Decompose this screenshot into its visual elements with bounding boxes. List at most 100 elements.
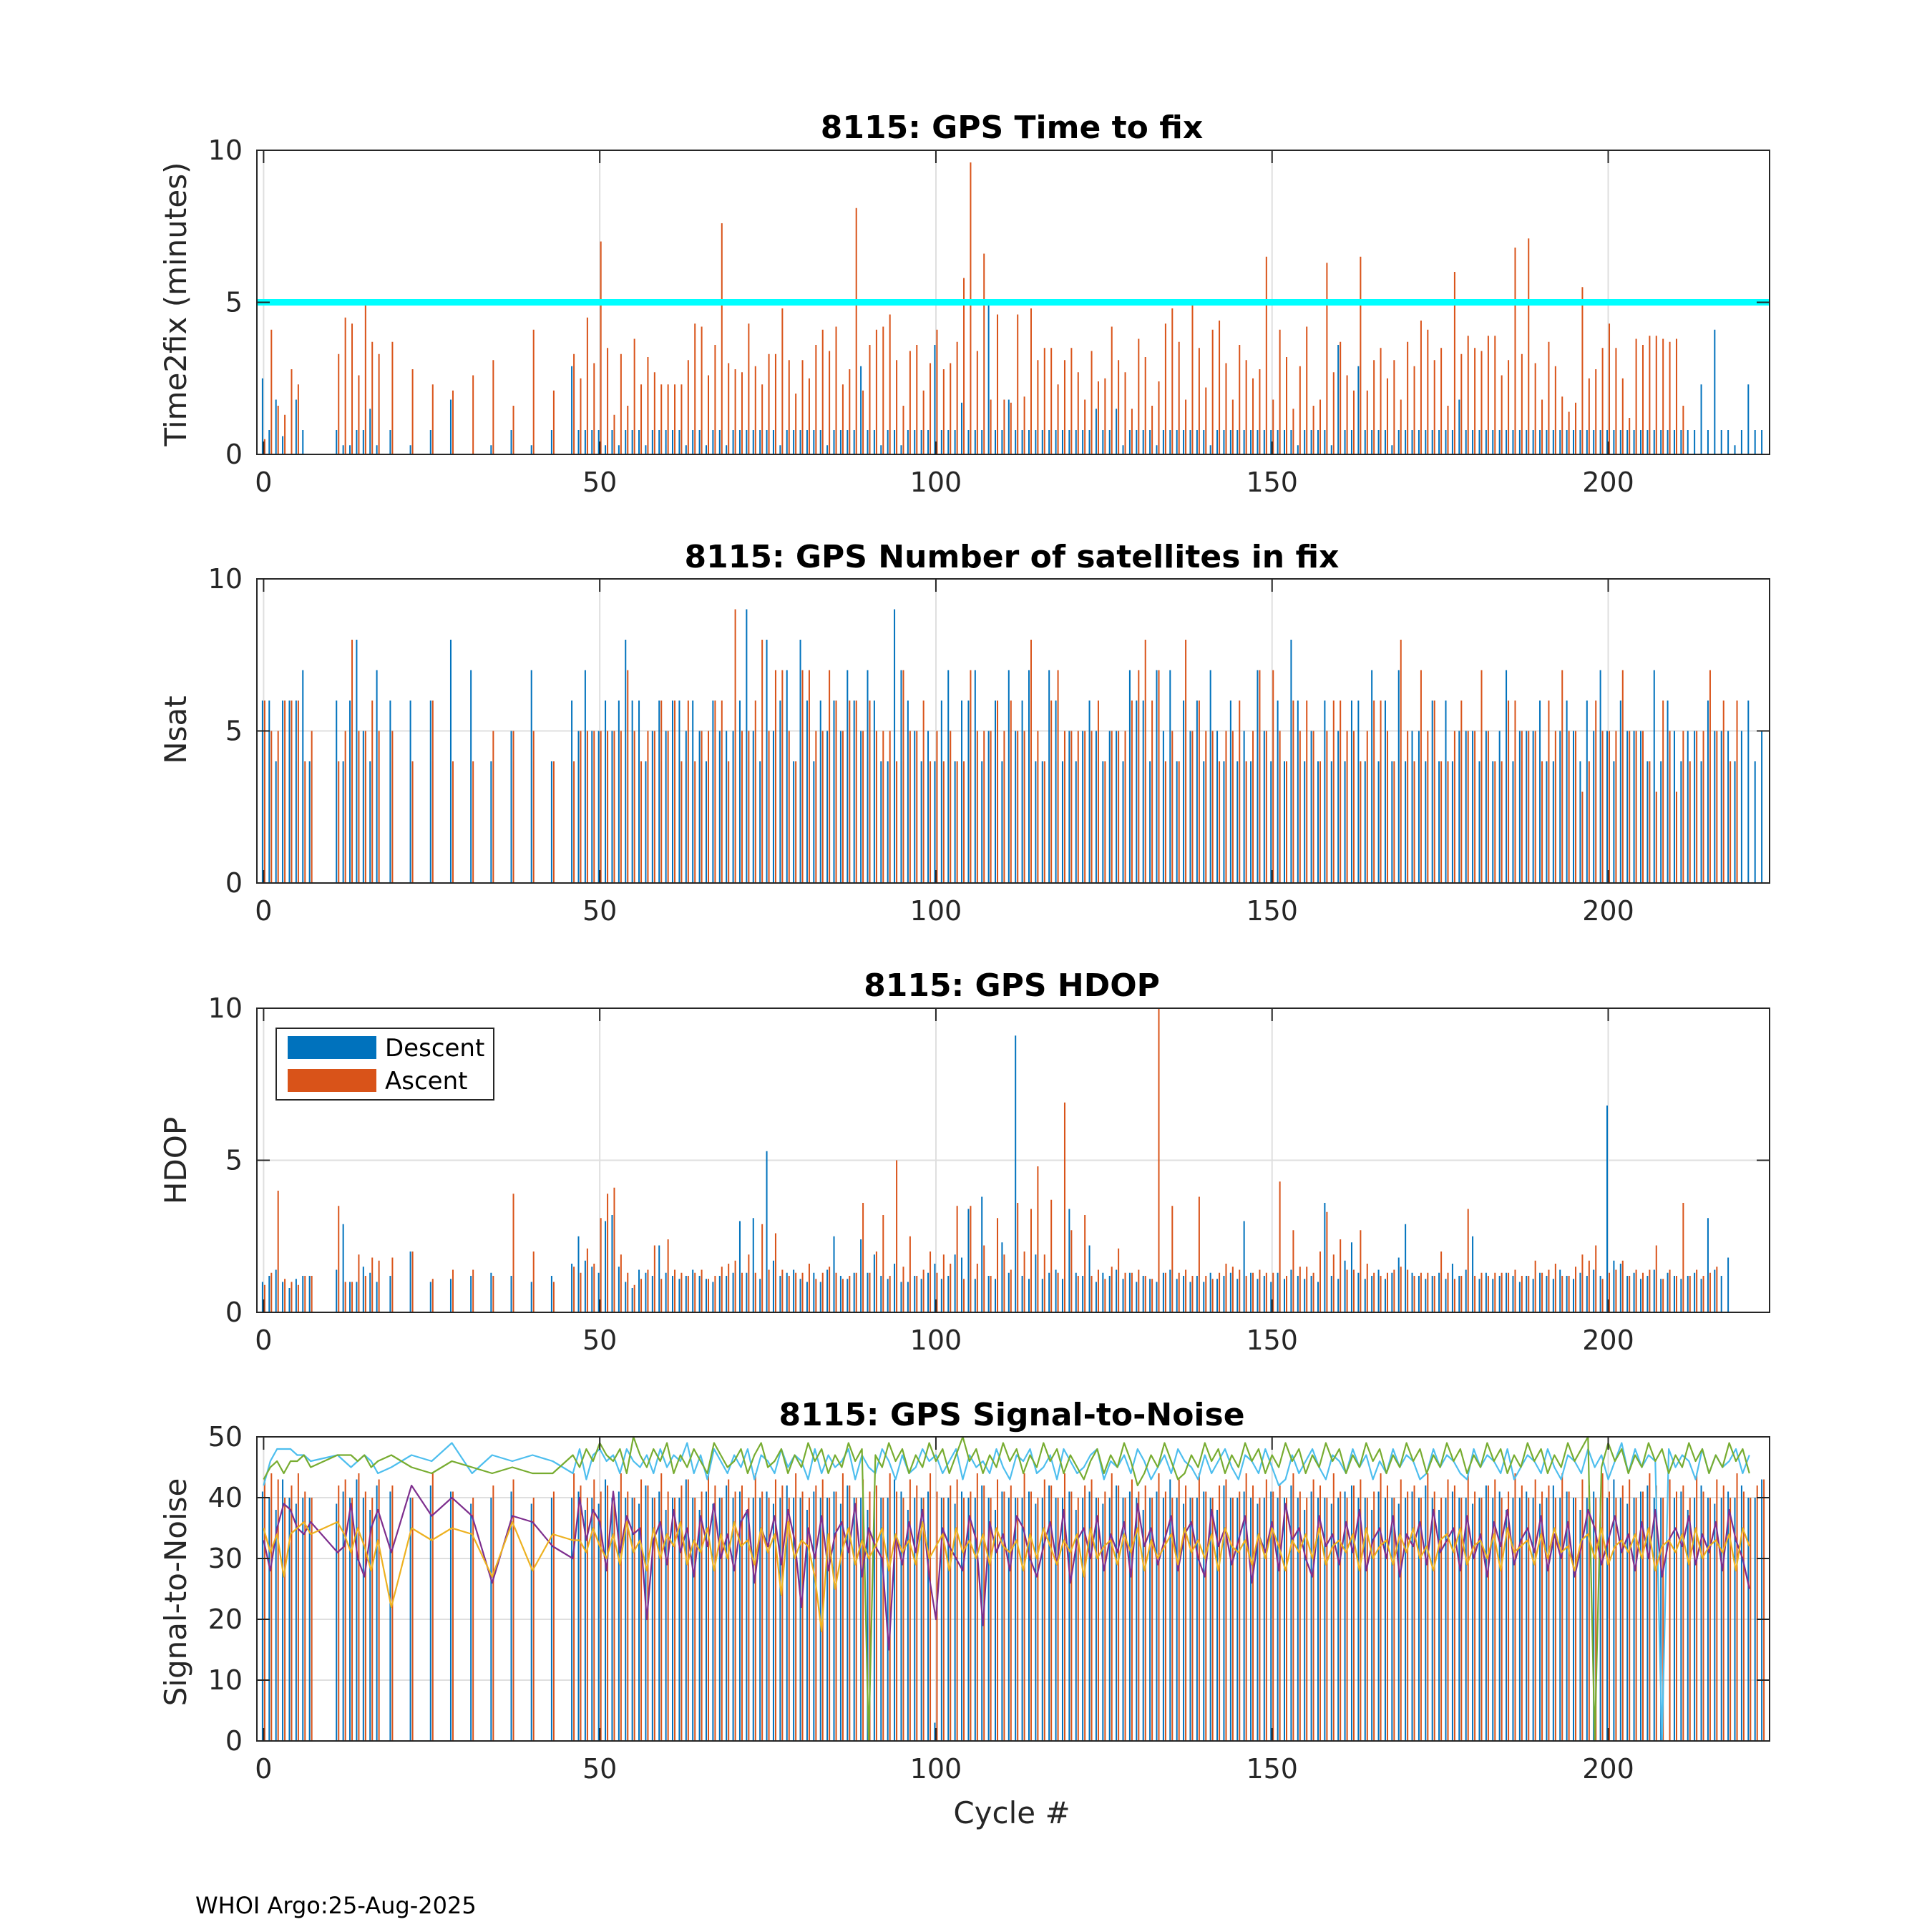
- snr-ascent-bar: [701, 1491, 703, 1741]
- hdop-descent-bar: [1008, 1272, 1010, 1312]
- hdop-descent-bar: [995, 1279, 997, 1312]
- snr-descent-bar: [1405, 1498, 1407, 1741]
- snr-ascent-bar: [277, 1479, 279, 1741]
- hdop-ascent-bar: [708, 1279, 710, 1312]
- snr-ascent-bar: [1662, 1498, 1664, 1741]
- snr-ascent-bar: [411, 1498, 414, 1741]
- snr-ytick-label: 50: [208, 1421, 243, 1453]
- nsat-ascent-bar: [351, 640, 353, 883]
- ttf-ascent-bar: [741, 372, 743, 454]
- snr-ascent-bar: [1534, 1479, 1536, 1741]
- nsat-descent-bar: [1667, 701, 1669, 883]
- nsat-descent-bar: [665, 731, 667, 883]
- nsat-descent-bar: [1431, 701, 1433, 883]
- ttf-ascent-bar: [297, 384, 299, 454]
- snr-descent-bar: [1700, 1485, 1702, 1741]
- snr-descent-bar: [1162, 1498, 1164, 1741]
- hdop-ascent-bar: [653, 1245, 655, 1312]
- snr-ascent-bar: [1211, 1498, 1214, 1741]
- hdop-ascent-bar: [1151, 1279, 1153, 1312]
- nsat-ascent-bar: [1413, 761, 1415, 883]
- hdop-ascent-bar: [761, 1224, 763, 1312]
- hdop-title: 8115: GPS HDOP: [864, 967, 1160, 1004]
- snr-title: 8115: GPS Signal-to-Noise: [779, 1397, 1244, 1433]
- hdop-descent-bar: [490, 1272, 492, 1312]
- hdop-ascent-bar: [1198, 1196, 1200, 1312]
- nsat-xtick-label: 0: [255, 895, 272, 927]
- snr-ascent-bar: [1716, 1479, 1718, 1741]
- nsat-descent-bar: [1116, 731, 1118, 883]
- hdop-descent-bar: [1142, 1276, 1144, 1312]
- nsat-ascent-bar: [338, 761, 340, 883]
- hdop-descent-bar: [819, 1282, 821, 1312]
- ttf-descent-bar: [1075, 430, 1077, 454]
- hdop-ascent-bar: [1057, 1272, 1059, 1312]
- hdop-ylabel: HDOP: [158, 1117, 193, 1204]
- snr-ascent-bar: [627, 1491, 629, 1741]
- nsat-descent-bar: [1377, 761, 1380, 883]
- nsat-ascent-bar: [1164, 761, 1166, 883]
- ttf-ascent-bar: [1030, 308, 1032, 454]
- nsat-ytick-label: 10: [208, 563, 243, 595]
- hdop-ascent-bar: [1164, 1272, 1166, 1312]
- snr-ascent-bar: [1131, 1479, 1133, 1741]
- ttf-descent-bar: [1747, 384, 1750, 454]
- hdop-xtick-label: 100: [910, 1324, 962, 1356]
- snr-descent-bar: [1451, 1491, 1453, 1741]
- nsat-descent-bar: [1075, 761, 1077, 883]
- snr-ascent-bar: [1541, 1491, 1543, 1741]
- snr-descent-bar: [961, 1491, 963, 1741]
- nsat-descent-bar: [577, 731, 580, 883]
- nsat-descent-bar: [920, 761, 922, 883]
- nsat-ascent-bar: [1219, 761, 1221, 883]
- hdop-xtick-label: 200: [1582, 1324, 1634, 1356]
- ttf-ascent-bar: [922, 390, 924, 454]
- nsat-ascent-bar: [1554, 731, 1556, 883]
- hdop-ascent-bar: [1319, 1252, 1322, 1312]
- hdop-ascent-bar: [552, 1282, 555, 1312]
- nsat-descent-bar: [490, 761, 492, 883]
- nsat-ascent-bar: [1487, 731, 1489, 883]
- ttf-ascent-bar: [815, 345, 817, 454]
- nsat-ascent-bar: [1037, 731, 1039, 883]
- nsat-ascent-bar: [613, 731, 615, 883]
- snr-descent-bar: [1082, 1498, 1084, 1741]
- snr-descent-bar: [914, 1498, 916, 1741]
- snr-descent-bar: [1310, 1491, 1312, 1741]
- ttf-descent-bar: [1754, 430, 1756, 454]
- snr-ascent-bar: [734, 1491, 736, 1741]
- hdop-ascent-bar: [607, 1194, 609, 1312]
- hdop-descent-bar: [732, 1272, 734, 1312]
- hdop-descent-bar: [1546, 1276, 1548, 1312]
- hdop-descent-bar: [974, 1279, 976, 1312]
- snr-ascent-bar: [1487, 1485, 1489, 1741]
- nsat-descent-bar: [1391, 761, 1393, 883]
- ttf-ascent-bar: [761, 384, 763, 454]
- ttf-ascent-bar: [472, 375, 474, 454]
- nsat-descent-bar: [1236, 761, 1239, 883]
- ttf-descent-bar: [1498, 430, 1501, 454]
- ttf-ascent-bar: [627, 406, 629, 454]
- ttf-descent-bar: [1169, 430, 1171, 454]
- ttf-ascent-bar: [1675, 338, 1677, 454]
- snr-ascent-bar: [1144, 1485, 1146, 1741]
- nsat-descent-bar: [530, 670, 532, 883]
- nsat-ascent-bar: [452, 761, 454, 883]
- snr-ascent-bar: [728, 1479, 730, 1741]
- nsat-descent-bar: [1035, 761, 1037, 883]
- snr-descent-bar: [847, 1485, 849, 1741]
- nsat-descent-bar: [282, 701, 284, 883]
- nsat-descent-bar: [974, 670, 976, 883]
- hdop-ascent-bar: [1662, 1279, 1664, 1312]
- nsat-descent-bar: [1243, 731, 1245, 883]
- snr-descent-bar: [1250, 1498, 1252, 1741]
- ttf-descent-bar: [1162, 430, 1164, 454]
- nsat-ascent-bar: [1225, 731, 1227, 883]
- snr-ascent-bar: [674, 1498, 676, 1741]
- snr-descent-bar: [336, 1503, 338, 1741]
- hdop-descent-bar: [718, 1276, 721, 1312]
- hdop-ascent-bar: [1641, 1272, 1644, 1312]
- nsat-ascent-bar: [674, 701, 676, 883]
